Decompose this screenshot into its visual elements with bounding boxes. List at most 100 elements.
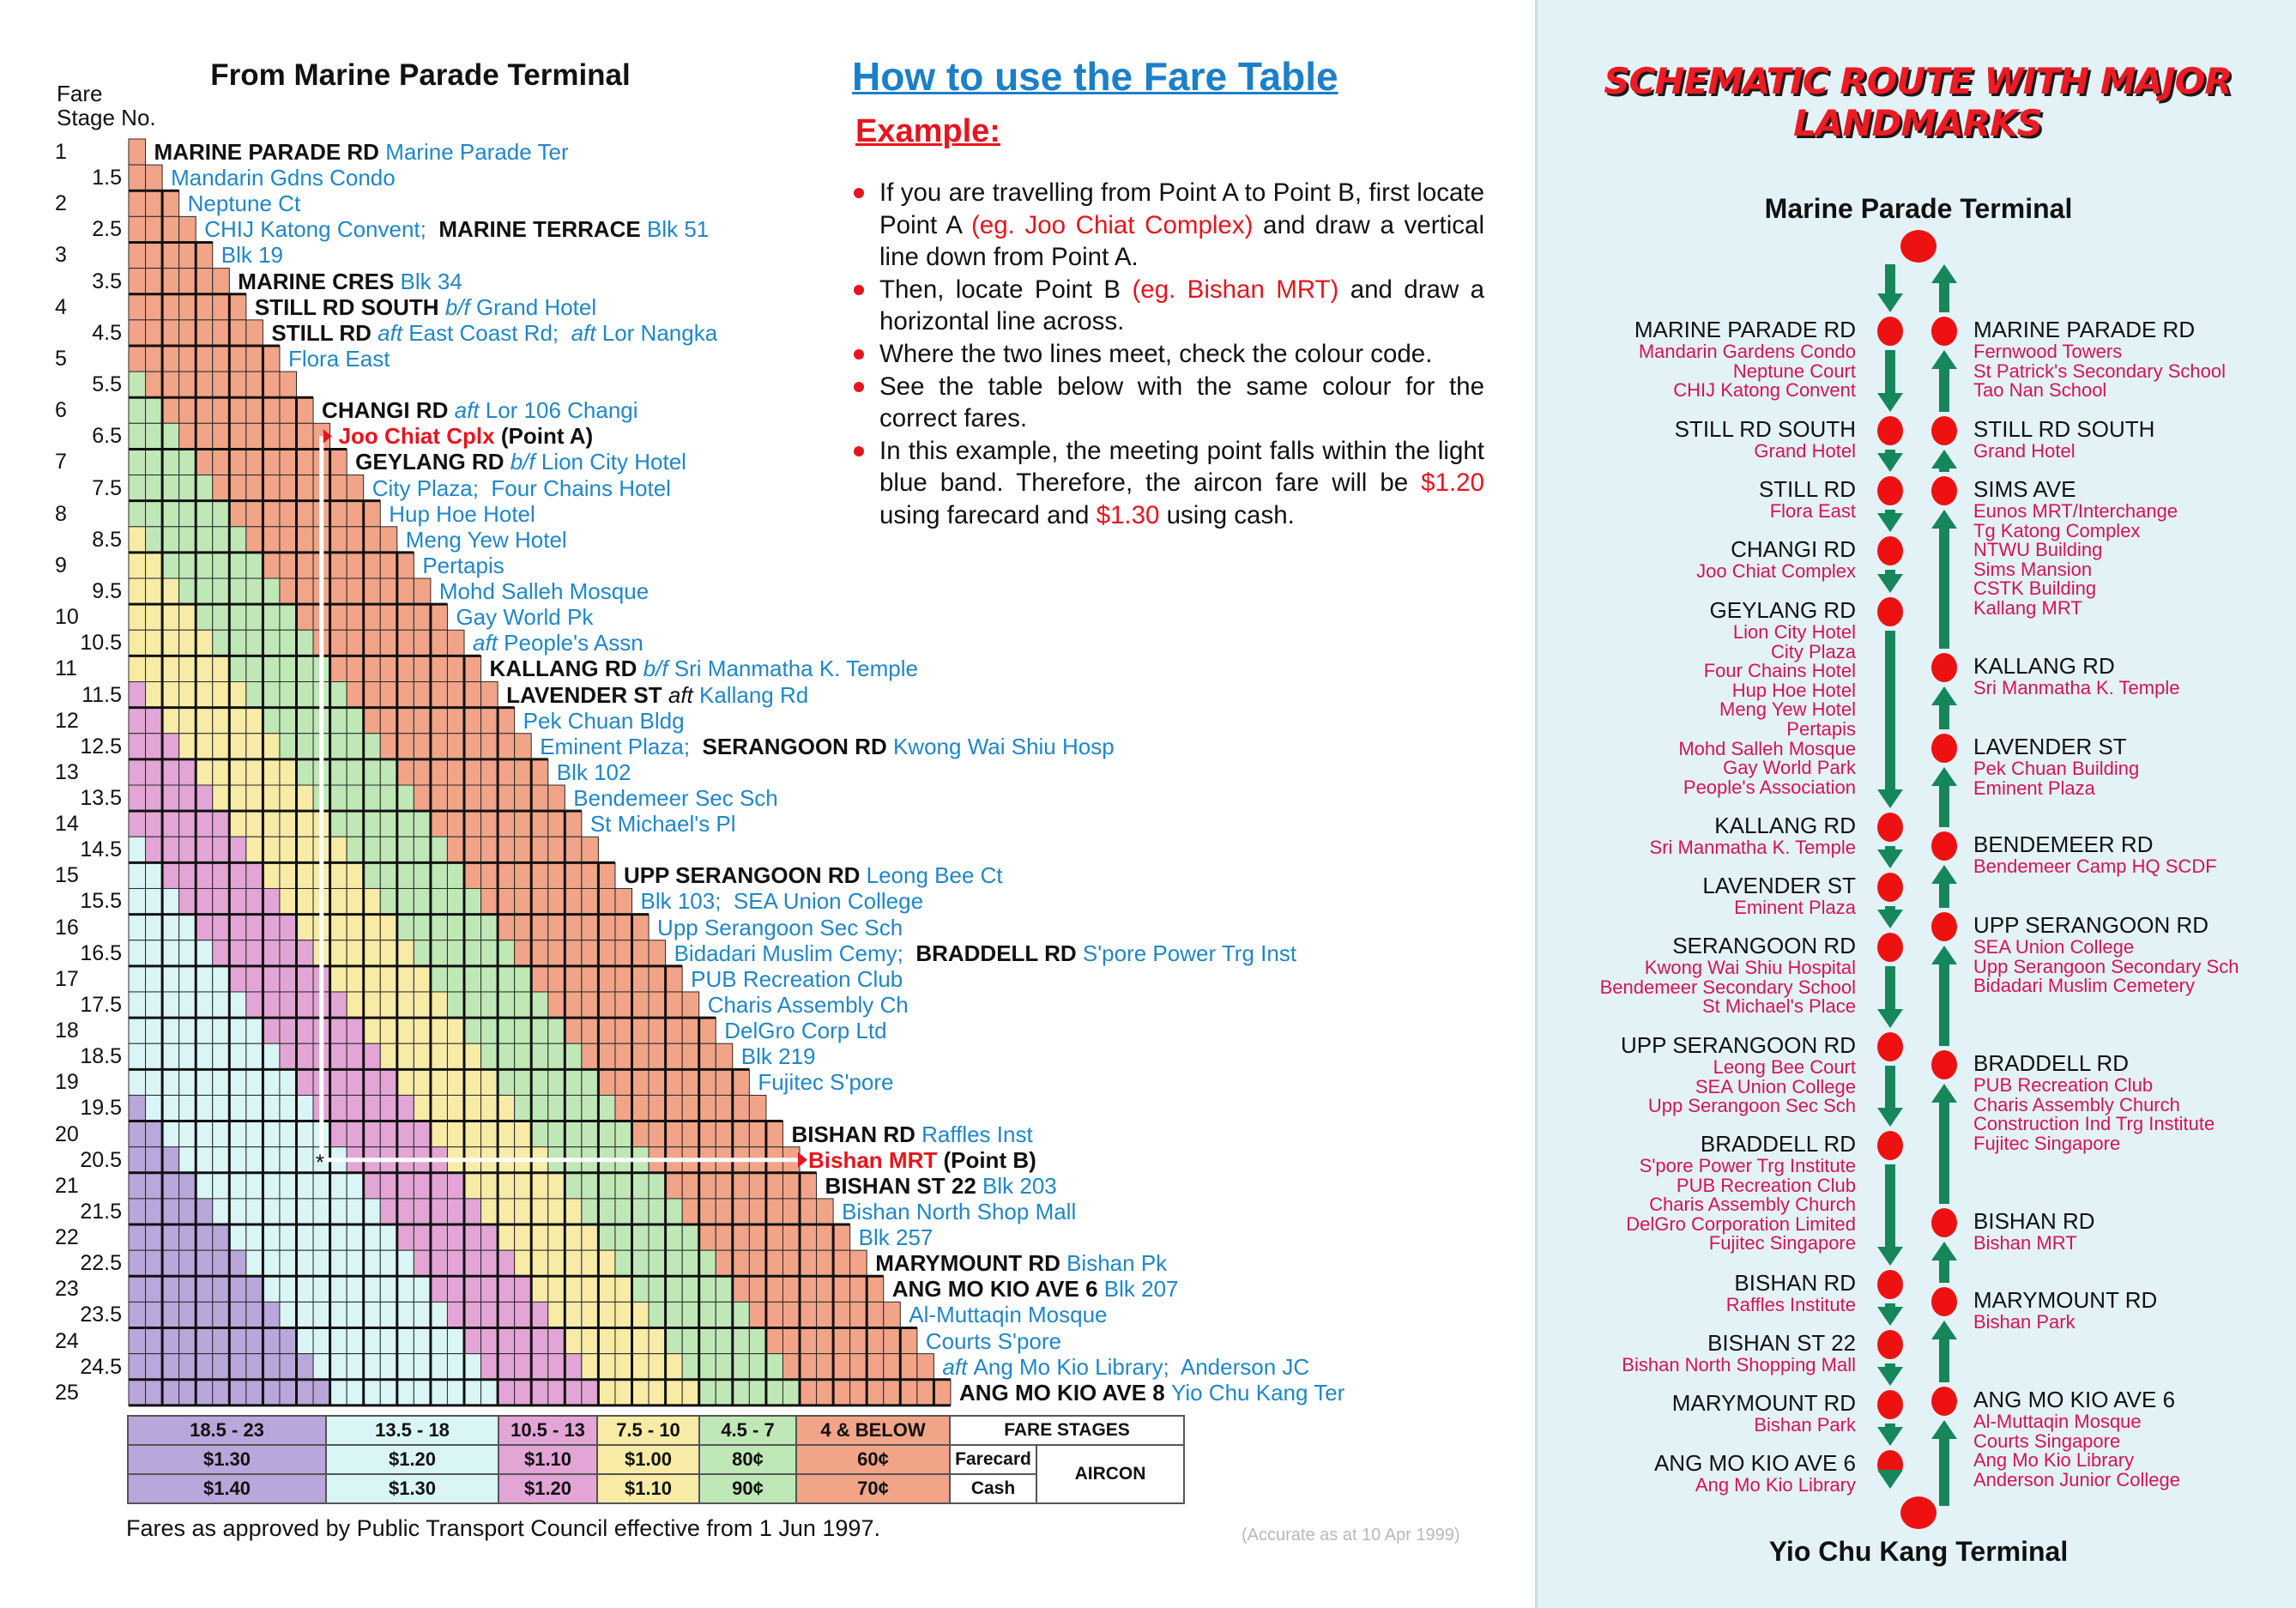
- fare-cell: [279, 1275, 298, 1303]
- fare-cell: [212, 345, 230, 372]
- fare-cell: [346, 1068, 365, 1096]
- fare-cell: [765, 1379, 783, 1406]
- stage-stop-label: ANG MO KIO AVE 6 Blk 207: [892, 1276, 1179, 1302]
- label-pre: aft: [571, 319, 602, 346]
- fare-cell: [631, 1172, 650, 1200]
- fare-cell: [128, 371, 147, 398]
- fare-cell: [262, 1301, 281, 1329]
- stage-number: 21: [55, 1173, 79, 1198]
- fare-cell: [748, 1249, 767, 1277]
- fare-cell: [178, 371, 196, 398]
- inbound-stop: STILL RD SOUTH Grand Hotel: [1973, 417, 2154, 462]
- fare-cell: [195, 1224, 214, 1251]
- fare-cell: [530, 1249, 549, 1277]
- fare-cell: [346, 1353, 365, 1381]
- fare-cell: [228, 629, 247, 656]
- stage-stop-label: STILL RD aft East Coast Rd; aft Lor Nang…: [271, 320, 717, 346]
- fare-cell: [346, 887, 365, 916]
- fare-cell: [732, 1353, 750, 1381]
- fare-cell: [161, 1249, 180, 1277]
- fare-cell: [530, 1275, 549, 1303]
- fare-cell: [212, 319, 230, 347]
- fare-cell: [329, 940, 347, 967]
- label-place: Raffles Inst: [921, 1121, 1033, 1147]
- fare-cell: [145, 991, 163, 1019]
- stop-name: BISHAN RD: [1973, 1208, 2095, 1234]
- fare-cell: [329, 629, 347, 656]
- fare-cell: [446, 861, 465, 889]
- stop-name: LAVENDER ST: [1702, 873, 1856, 898]
- fare-cell: [363, 965, 381, 993]
- band-range: 13.5 - 18: [325, 1415, 499, 1446]
- label-place: Blk 203: [982, 1172, 1057, 1199]
- fare-cell: [212, 500, 230, 528]
- fare-cell: [782, 1224, 801, 1251]
- fare-cell: [296, 681, 314, 709]
- fare-cell: [312, 1275, 331, 1303]
- fare-cell: [195, 1198, 214, 1225]
- fare-cell: [279, 1353, 298, 1381]
- fare-cell: [547, 887, 565, 916]
- fare-cell: [648, 1121, 667, 1148]
- fare-cell: [530, 1224, 549, 1251]
- schematic-title-line2: LANDMARKS: [1793, 102, 2043, 144]
- point-a-arrow-icon: [323, 429, 332, 444]
- fare-cell: [363, 1249, 381, 1277]
- fare-cell: [363, 655, 381, 683]
- fare-cell: [178, 784, 196, 812]
- fare-cell: [296, 655, 314, 683]
- bullet-dot-icon: [854, 348, 864, 360]
- fare-cell: [832, 1353, 851, 1381]
- fare-cell: [581, 1172, 599, 1200]
- label-place: S'pore Power Trg Inst: [1082, 940, 1297, 966]
- fare-cell: [212, 733, 230, 760]
- fare-cell: [396, 1121, 414, 1148]
- label-place: DelGro Corp Ltd: [724, 1018, 887, 1044]
- fare-cell: [816, 1224, 834, 1251]
- fare-cell: [883, 1327, 901, 1355]
- start-terminal-label: Marine Parade Terminal: [1764, 193, 2073, 224]
- fare-cell: [145, 836, 163, 863]
- fare-cell: [195, 940, 214, 967]
- fare-cell: [178, 1353, 196, 1381]
- fare-cell: [379, 1249, 398, 1277]
- fare-cell: [178, 1172, 196, 1200]
- stage-stop-label: Bidadari Muslim Cemy; BRADDELL RD S'pore…: [674, 940, 1296, 966]
- fare-cell: [597, 1327, 616, 1355]
- fare-cell: [631, 1017, 650, 1044]
- fare-cell: [379, 914, 398, 941]
- label-place: Meng Yew Hotel: [405, 526, 567, 553]
- fare-cell: [547, 1121, 565, 1148]
- fare-cell: [665, 1327, 683, 1355]
- fare-approval-note: Fares as approved by Public Transport Co…: [126, 1515, 880, 1541]
- stop-landmark: Al-Muttaqin Mosque: [1973, 1411, 2142, 1432]
- fare-cell: [212, 1068, 230, 1096]
- fare-cell: [849, 1327, 867, 1355]
- fare-cell: [413, 1094, 432, 1122]
- fare-cell: [681, 1121, 700, 1148]
- fare-cell: [614, 887, 633, 916]
- fare-cell: [631, 1068, 650, 1096]
- fare-cell: [195, 241, 214, 269]
- fare-cell: [329, 500, 347, 528]
- fare-cell: [128, 940, 147, 967]
- fare-cell: [178, 681, 196, 709]
- fare-cell: [597, 1068, 616, 1096]
- fare-cell: [698, 1379, 716, 1406]
- fare-cell: [346, 1249, 365, 1277]
- fare-cell: [145, 448, 163, 476]
- fare-cell: [178, 1146, 196, 1174]
- fare-cell: [346, 914, 365, 941]
- fare-cell: [363, 810, 381, 837]
- fare-cell: [715, 1121, 734, 1148]
- fare-cell: [312, 1327, 331, 1355]
- fare-cell: [145, 940, 163, 967]
- fare-cell: [581, 1249, 599, 1277]
- fare-cell: [195, 836, 214, 863]
- fare-cell: [530, 965, 549, 993]
- fare-cell: [329, 836, 347, 863]
- fare-cell: [161, 1146, 180, 1174]
- stop-name: KALLANG RD: [1973, 653, 2115, 679]
- fare-cell: [497, 836, 516, 863]
- stage-number: 6.5: [92, 424, 122, 449]
